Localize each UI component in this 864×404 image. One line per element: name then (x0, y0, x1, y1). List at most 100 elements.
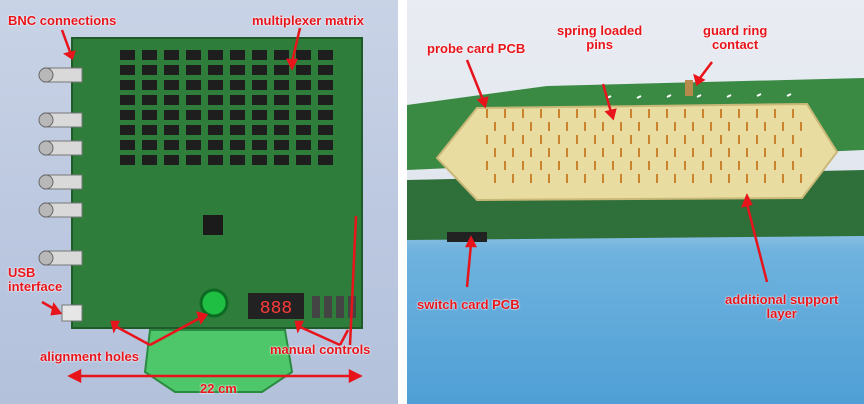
multiplexer-chip (186, 50, 201, 60)
multiplexer-chip (274, 140, 289, 150)
multiplexer-chip (230, 80, 245, 90)
multiplexer-chip (252, 95, 267, 105)
multiplexer-chip (274, 80, 289, 90)
multiplexer-chip (208, 155, 223, 165)
switch-card-illustration: 888 (38, 27, 363, 393)
probe-card-pads (606, 93, 792, 99)
label-probe-card-pcb: probe card PCB (427, 41, 526, 56)
multiplexer-chip (164, 65, 179, 75)
multiplexer-chip (296, 155, 311, 165)
bnc-connector (38, 202, 83, 218)
display-digits: 888 (260, 299, 292, 319)
multiplexer-chip (120, 140, 135, 150)
multiplexer-chip (142, 140, 157, 150)
multiplexer-chip (296, 50, 311, 60)
multiplexer-chip (164, 125, 179, 135)
multiplexer-chip (208, 80, 223, 90)
multiplexer-chip (274, 95, 289, 105)
multiplexer-chip (274, 65, 289, 75)
multiplexer-chip (208, 65, 223, 75)
multiplexer-chip (274, 155, 289, 165)
multiplexer-chip (164, 80, 179, 90)
probe-card-illustration (407, 59, 864, 288)
multiplexer-chip (164, 50, 179, 60)
multiplexer-chip (252, 140, 267, 150)
bnc-connector (38, 250, 83, 266)
multiplexer-chip (318, 110, 333, 120)
multiplexer-chip (208, 50, 223, 60)
multiplexer-chip (142, 80, 157, 90)
bnc-connector (38, 112, 83, 128)
multiplexer-chip (164, 140, 179, 150)
multiplexer-chip (318, 80, 333, 90)
multiplexer-chip (230, 95, 245, 105)
multiplexer-chip (120, 125, 135, 135)
bnc-connector (38, 67, 83, 83)
multiplexer-chip (296, 140, 311, 150)
multiplexer-chip (230, 65, 245, 75)
spring-loaded-pins (486, 109, 802, 183)
multiplexer-chip (252, 110, 267, 120)
multiplexer-chip (164, 155, 179, 165)
multiplexer-chip (274, 110, 289, 120)
multiplexer-chip (142, 110, 157, 120)
multiplexer-chip (252, 65, 267, 75)
multiplexer-chip (318, 50, 333, 60)
multiplexer-chip (230, 140, 245, 150)
multiplexer-chip (296, 95, 311, 105)
multiplexer-chip (120, 50, 135, 60)
multiplexer-chip (120, 80, 135, 90)
multiplexer-chip (186, 65, 201, 75)
multiplexer-chip (230, 110, 245, 120)
multiplexer-chip (252, 125, 267, 135)
multiplexer-chip (186, 80, 201, 90)
multiplexer-chip (208, 110, 223, 120)
label-bnc-connections: BNC connections (8, 13, 117, 28)
multiplexer-chip-grid (120, 50, 333, 165)
multiplexer-chip (296, 65, 311, 75)
multiplexer-chip (186, 125, 201, 135)
multiplexer-chip (120, 65, 135, 75)
label-switch-card-pcb: switch card PCB (417, 297, 520, 312)
multiplexer-chip (318, 140, 333, 150)
bnc-connector (38, 140, 83, 156)
multiplexer-chip (142, 125, 157, 135)
multiplexer-chip (252, 80, 267, 90)
multiplexer-chip (120, 110, 135, 120)
multiplexer-chip (230, 50, 245, 60)
multiplexer-chip (208, 95, 223, 105)
multiplexer-chip (142, 50, 157, 60)
multiplexer-chip (274, 50, 289, 60)
label-22cm: 22 cm (200, 381, 237, 396)
multiplexer-chip (252, 155, 267, 165)
multiplexer-chip (164, 110, 179, 120)
multiplexer-chip (208, 140, 223, 150)
multiplexer-chip (120, 155, 135, 165)
photo-switch-card: 888 BNC (0, 0, 398, 404)
multiplexer-chip (186, 95, 201, 105)
multiplexer-chip (186, 140, 201, 150)
label-additional-support-layer: additional support layer (725, 292, 839, 321)
microcontroller-chip (203, 215, 223, 235)
label-usb-interface: USB interface (8, 265, 63, 294)
multiplexer-chip (318, 95, 333, 105)
annotation-arrows-right (464, 59, 769, 288)
multiplexer-chip (318, 125, 333, 135)
usb-connector (61, 304, 83, 322)
multiplexer-chip (274, 125, 289, 135)
multiplexer-chip (120, 95, 135, 105)
multiplexer-chip (186, 155, 201, 165)
label-alignment-holes: alignment holes (40, 349, 139, 364)
bnc-connectors (38, 67, 83, 266)
bnc-connector (38, 174, 83, 190)
multiplexer-chip (186, 110, 201, 120)
photo-probe-card: probe card PCB spring loaded pins guard … (407, 0, 864, 404)
additional-support-layer (435, 102, 839, 202)
annotation-arrows (41, 27, 363, 384)
seven-segment-display (248, 293, 304, 319)
multiplexer-chip (252, 50, 267, 60)
multiplexer-chip (296, 125, 311, 135)
multiplexer-chip (164, 95, 179, 105)
multiplexer-chip (142, 65, 157, 75)
label-guard-ring-contact: guard ring contact (703, 23, 768, 52)
